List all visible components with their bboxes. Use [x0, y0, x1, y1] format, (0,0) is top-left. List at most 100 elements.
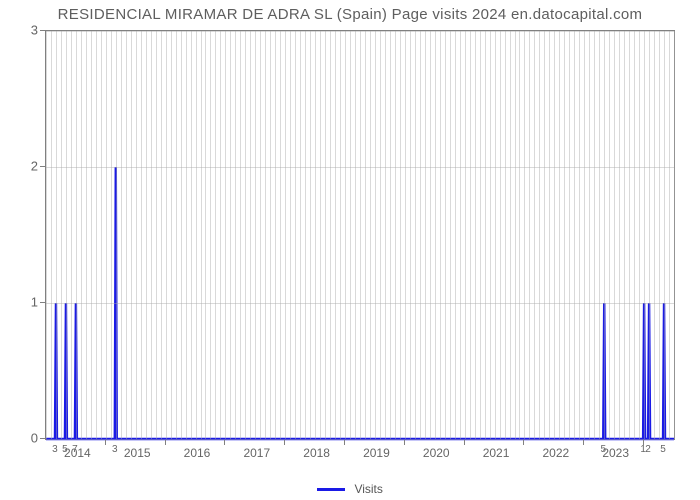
grid-v [475, 31, 476, 439]
x-tick-mark [404, 440, 405, 445]
grid-v [400, 31, 401, 439]
grid-v [225, 31, 226, 439]
grid-v [649, 31, 650, 439]
grid-v [245, 31, 246, 439]
grid-v [510, 31, 511, 439]
y-tick-mark [40, 302, 45, 303]
grid-v [559, 31, 560, 439]
x-tick-mark [464, 440, 465, 445]
grid-v [240, 31, 241, 439]
grid-v [534, 31, 535, 439]
grid-v [604, 31, 605, 439]
grid-v [664, 31, 665, 439]
grid-v [480, 31, 481, 439]
y-tick-label: 1 [18, 295, 38, 310]
x-small-label: 5 [62, 444, 68, 455]
grid-v [505, 31, 506, 439]
grid-v [524, 31, 525, 439]
grid-v [430, 31, 431, 439]
x-year-label: 2015 [124, 446, 151, 460]
y-tick-mark [40, 166, 45, 167]
grid-v [51, 31, 52, 439]
y-tick-label: 2 [18, 159, 38, 174]
x-year-label: 2019 [363, 446, 390, 460]
grid-v [250, 31, 251, 439]
x-tick-mark [344, 440, 345, 445]
grid-v [579, 31, 580, 439]
grid-v [659, 31, 660, 439]
grid-v [310, 31, 311, 439]
grid-v [136, 31, 137, 439]
x-year-label: 2022 [543, 446, 570, 460]
grid-v [350, 31, 351, 439]
legend-swatch [317, 488, 345, 491]
grid-v [425, 31, 426, 439]
grid-v [121, 31, 122, 439]
grid-v [325, 31, 326, 439]
y-tick-mark [40, 30, 45, 31]
grid-v [191, 31, 192, 439]
y-tick-label: 0 [18, 431, 38, 446]
x-small-label: 5 [600, 444, 606, 455]
x-year-label: 2016 [184, 446, 211, 460]
grid-v [365, 31, 366, 439]
grid-v [629, 31, 630, 439]
grid-v [420, 31, 421, 439]
y-tick-label: 3 [18, 23, 38, 38]
grid-v [460, 31, 461, 439]
grid-h [46, 31, 674, 32]
grid-v [375, 31, 376, 439]
grid-v [116, 31, 117, 439]
grid-v [210, 31, 211, 439]
grid-v [280, 31, 281, 439]
x-tick-mark [165, 440, 166, 445]
grid-v [146, 31, 147, 439]
x-small-label: 3 [112, 444, 118, 455]
x-tick-mark [105, 440, 106, 445]
grid-v [111, 31, 112, 439]
grid-v [81, 31, 82, 439]
grid-v [46, 31, 47, 439]
grid-v [500, 31, 501, 439]
grid-v [340, 31, 341, 439]
y-tick-mark [40, 438, 45, 439]
grid-h [46, 303, 674, 304]
grid-v [495, 31, 496, 439]
grid-v [639, 31, 640, 439]
grid-h [46, 439, 674, 440]
grid-v [101, 31, 102, 439]
grid-v [265, 31, 266, 439]
grid-v [131, 31, 132, 439]
legend-text: Visits [354, 482, 382, 496]
grid-v [515, 31, 516, 439]
grid-v [66, 31, 67, 439]
grid-v [320, 31, 321, 439]
grid-v [445, 31, 446, 439]
grid-h [46, 167, 674, 168]
grid-v [519, 31, 520, 439]
x-tick-mark [583, 440, 584, 445]
grid-v [295, 31, 296, 439]
grid-v [345, 31, 346, 439]
grid-v [196, 31, 197, 439]
grid-v [305, 31, 306, 439]
grid-v [270, 31, 271, 439]
x-small-label: 5 [660, 444, 666, 455]
grid-v [205, 31, 206, 439]
grid-v [674, 31, 675, 439]
grid-v [235, 31, 236, 439]
grid-v [260, 31, 261, 439]
grid-v [539, 31, 540, 439]
x-small-label: 7 [72, 444, 78, 455]
grid-v [634, 31, 635, 439]
x-tick-mark [224, 440, 225, 445]
grid-v [609, 31, 610, 439]
grid-v [300, 31, 301, 439]
grid-v [230, 31, 231, 439]
x-small-label: 3 [52, 444, 58, 455]
grid-v [96, 31, 97, 439]
grid-v [335, 31, 336, 439]
grid-v [594, 31, 595, 439]
grid-v [56, 31, 57, 439]
grid-v [380, 31, 381, 439]
